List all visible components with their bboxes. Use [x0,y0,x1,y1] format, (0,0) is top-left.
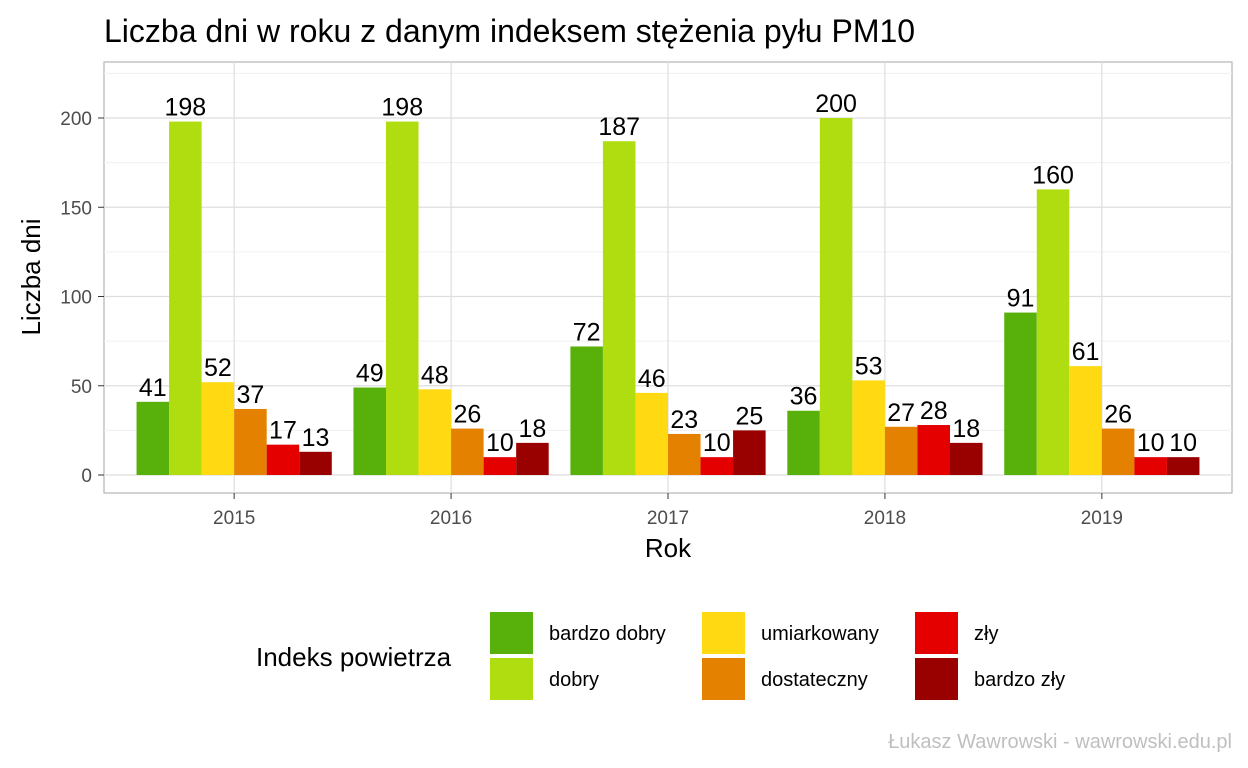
x-tick-label: 2019 [1081,508,1123,529]
legend-key [702,658,745,700]
legend-label: umiarkowany [761,623,879,645]
bar [570,346,603,475]
bar-value-label: 13 [302,424,330,452]
legend-label: dobry [549,669,599,691]
bar-value-label: 37 [237,381,265,409]
bar-value-label: 61 [1072,338,1100,366]
legend-label: dostateczny [761,669,868,691]
bar [917,425,950,475]
bar-value-label: 36 [790,383,818,411]
y-tick-label: 200 [60,109,92,130]
bar [1166,457,1200,475]
bar [516,442,549,475]
legend: Indeks powietrza bardzo dobry dobry umiark… [256,612,1065,700]
bar [668,433,701,475]
bar [386,121,419,475]
bar-value-label: 48 [421,361,449,389]
bar [418,389,452,475]
bar-value-label: 10 [486,429,514,457]
bar [819,118,853,475]
bar-value-label: 198 [381,94,423,122]
bar-value-label: 53 [855,352,883,380]
bar [201,382,235,475]
bar-value-label: 160 [1032,161,1074,189]
bar-value-label: 26 [453,401,481,429]
bars [136,118,1200,475]
bar-value-label: 10 [1137,429,1165,457]
legend-key [702,612,745,654]
y-axis-ticks: 0 50 100 150 200 [60,109,104,487]
legend-title: Indeks powietrza [256,642,452,672]
bar [602,141,636,475]
bar [1069,366,1102,475]
bar-value-label: 49 [356,360,384,388]
bar [700,457,734,475]
bar [136,401,170,475]
bar [852,380,885,475]
bar-value-label: 91 [1007,285,1035,313]
bar-value-label: 18 [952,415,980,443]
bar-value-label: 27 [887,399,915,427]
legend-label: bardzo zły [974,669,1065,691]
bar [1004,312,1037,475]
legend-key [915,612,958,654]
bar-value-label: 28 [920,397,948,425]
bar-value-label: 52 [204,354,232,382]
bar-value-label: 10 [1169,429,1197,457]
bar-value-label: 187 [598,113,640,141]
legend-label: zły [974,623,998,645]
bar-value-label: 26 [1104,401,1132,429]
y-tick-label: 100 [60,288,92,309]
bar [1101,428,1135,475]
bar [1036,189,1070,475]
bar-value-label: 18 [519,415,547,443]
bar-value-label: 72 [573,318,601,346]
x-tick-label: 2015 [213,508,255,529]
y-tick-label: 50 [71,377,92,398]
x-tick-label: 2016 [430,508,472,529]
legend-key [490,658,533,700]
chart-title: Liczba dni w roku z danym indeksem stęże… [104,13,915,49]
legend-key [915,658,958,700]
bar-value-label: 25 [735,402,763,430]
x-axis-ticks: 2015 2016 2017 2018 2019 [213,493,1123,529]
x-tick-label: 2018 [864,508,906,529]
x-tick-label: 2017 [647,508,689,529]
legend-label: bardzo dobry [549,623,666,645]
bar [234,408,267,475]
bar-value-label: 200 [815,90,857,118]
bar [483,457,517,475]
bar-value-label: 17 [269,417,297,445]
bar-value-label: 198 [164,94,206,122]
bar [299,451,332,475]
bar-value-label: 23 [670,406,698,434]
bar [353,387,386,475]
data-labels: 41 49 72 36 91 198 198 187 200 160 52 48 46 53 61 37 26 2… [139,90,1197,457]
legend-key [490,612,533,654]
y-tick-label: 0 [81,466,92,487]
bar-value-label: 10 [703,429,731,457]
bar [451,428,484,475]
y-axis-title: Liczba dni [16,218,46,335]
bar [266,444,300,475]
bar-value-label: 46 [638,365,666,393]
bar [787,410,820,475]
bar [1134,457,1167,475]
bar [733,430,766,475]
caption: Łukasz Wawrowski - wawrowski.edu.pl [888,731,1232,753]
bar [635,392,668,475]
bar [169,121,202,475]
x-axis-title: Rok [645,533,692,563]
y-tick-label: 150 [60,198,92,219]
bar-value-label: 41 [139,374,167,402]
bar [950,442,983,475]
bar [884,426,918,475]
